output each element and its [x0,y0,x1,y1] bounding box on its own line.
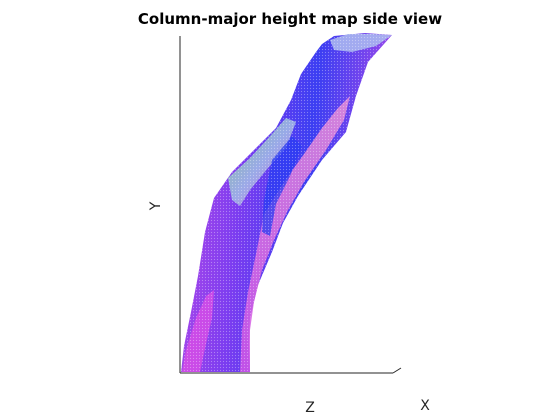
surface-mesh [181,33,392,372]
x-axis-line [392,367,402,374]
x-axis-label: X [420,398,430,414]
surface-plot [181,33,392,372]
y-axis-label: Y [148,201,164,211]
z-axis-label: Z [305,400,315,416]
chart-title: Column-major height map side view [138,10,442,28]
